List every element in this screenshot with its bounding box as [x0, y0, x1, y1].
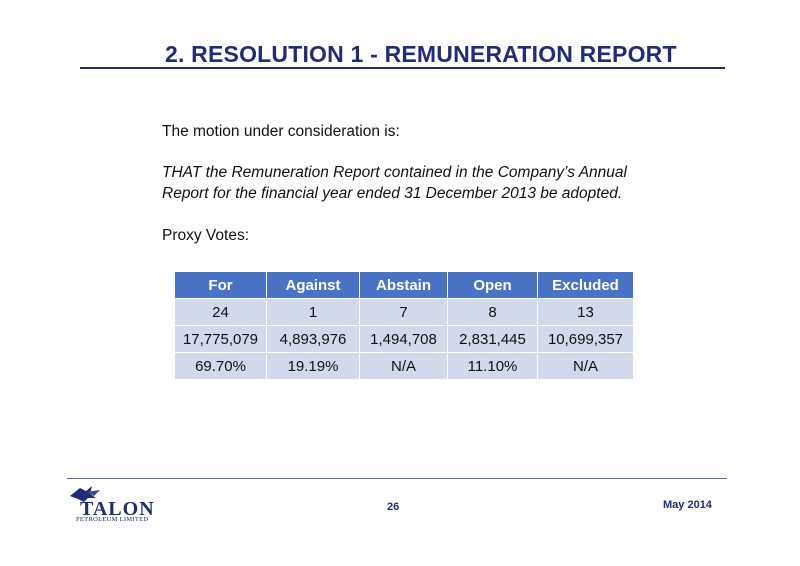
table-cell: 11.10%	[447, 352, 538, 380]
table-cell: 13	[537, 298, 634, 326]
table-cell: 24	[174, 298, 267, 326]
motion-intro: The motion under consideration is:	[162, 123, 400, 140]
table-cell: 4,893,976	[266, 325, 360, 353]
table-row: 69.70% 19.19% N/A 11.10% N/A	[174, 352, 634, 380]
header-against: Against	[266, 271, 360, 299]
table-cell: 10,699,357	[537, 325, 634, 353]
header-open: Open	[447, 271, 538, 299]
table-cell: 2,831,445	[447, 325, 538, 353]
motion-text-line-2: Report for the financial year ended 31 D…	[162, 185, 623, 202]
header-excluded: Excluded	[537, 271, 634, 299]
motion-text-line-1: THAT the Remuneration Report contained i…	[162, 164, 627, 181]
header-for: For	[174, 271, 267, 299]
table-cell: 7	[359, 298, 448, 326]
header-abstain: Abstain	[359, 271, 448, 299]
title-underline	[80, 67, 725, 69]
footer-date: May 2014	[663, 499, 712, 511]
proxy-votes-table: For Against Abstain Open Excluded 24 1 7…	[174, 271, 634, 380]
table-cell: 1	[266, 298, 360, 326]
talon-eagle-logo-icon	[70, 486, 100, 502]
proxy-votes-label: Proxy Votes:	[162, 227, 250, 244]
table-cell: 17,775,079	[174, 325, 267, 353]
table-cell: 1,494,708	[359, 325, 448, 353]
page-number: 26	[387, 501, 400, 513]
table-row: 24 1 7 8 13	[174, 298, 634, 326]
footer-divider	[67, 478, 727, 479]
logo-subtitle: PETROLEUM LIMITED	[76, 516, 149, 523]
logo-wordmark: TALON	[80, 498, 155, 520]
slide-title: 2. RESOLUTION 1 - REMUNERATION REPORT	[165, 41, 677, 67]
table-cell: N/A	[537, 352, 634, 380]
table-row: 17,775,079 4,893,976 1,494,708 2,831,445…	[174, 325, 634, 353]
table-cell: 19.19%	[266, 352, 360, 380]
table-cell: N/A	[359, 352, 448, 380]
table-cell: 8	[447, 298, 538, 326]
table-header-row: For Against Abstain Open Excluded	[174, 271, 634, 299]
table-cell: 69.70%	[174, 352, 267, 380]
